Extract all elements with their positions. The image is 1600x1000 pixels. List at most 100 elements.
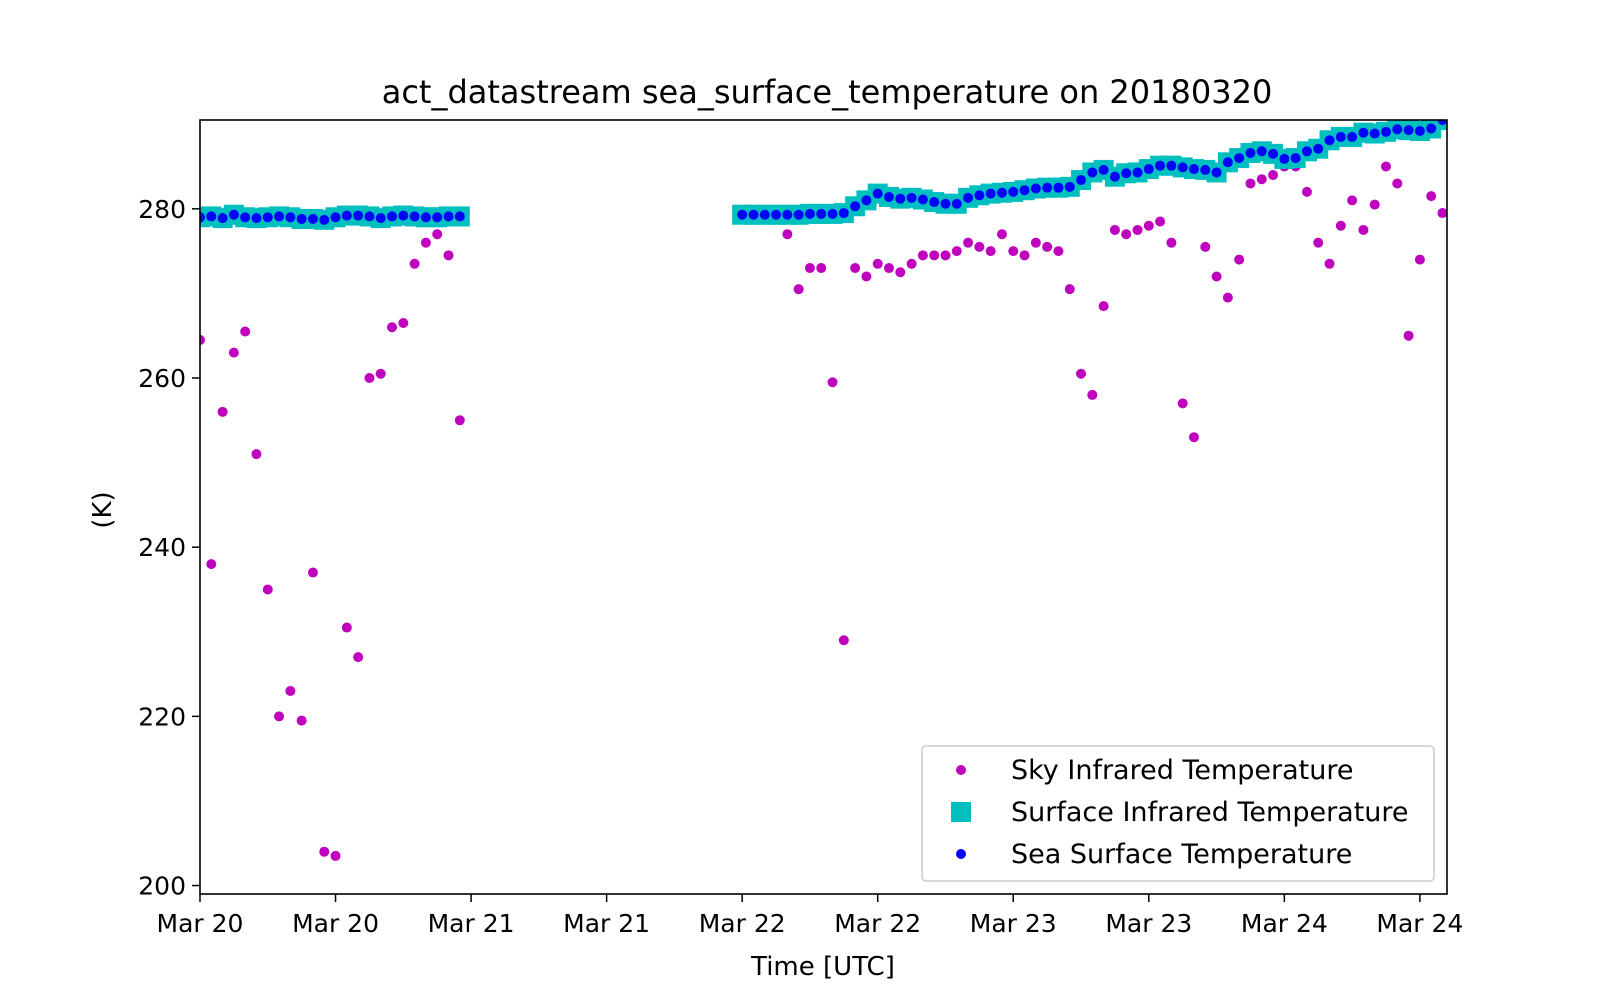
- sea-surface-point: [884, 191, 895, 202]
- sky-infrared-point: [307, 567, 318, 578]
- sky-infrared-point: [1143, 220, 1154, 231]
- sky-infrared-point: [1030, 237, 1041, 248]
- sky-infrared-point: [285, 685, 296, 696]
- sky-infrared-point: [341, 622, 352, 633]
- sea-surface-point: [782, 209, 793, 220]
- sea-surface-point: [974, 190, 985, 201]
- surface-infrared-point: [1432, 120, 1447, 130]
- sky-infrared-point: [963, 237, 974, 248]
- sea-surface-point: [872, 188, 883, 199]
- sea-surface-point: [1166, 160, 1177, 171]
- chart-title: act_datastream sea_surface_temperature o…: [382, 73, 1273, 111]
- sea-surface-point: [341, 210, 352, 221]
- x-tick-label: Mar 21: [428, 909, 515, 938]
- sea-surface-point: [816, 208, 827, 219]
- sky-infrared-point: [985, 246, 996, 257]
- sea-surface-point: [364, 211, 375, 222]
- sky-infrared-point: [1347, 195, 1358, 206]
- sea-surface-point: [1268, 148, 1279, 159]
- sea-surface-point: [759, 209, 770, 220]
- sea-surface-point: [454, 211, 465, 222]
- sky-infrared-point: [782, 229, 793, 240]
- sea-surface-point: [929, 197, 940, 208]
- y-tick-label: 280: [138, 195, 186, 224]
- sea-surface-point: [838, 208, 849, 219]
- legend-marker-sky: [956, 765, 966, 775]
- sky-infrared-point: [1403, 330, 1414, 341]
- sky-infrared-point: [387, 322, 398, 333]
- sky-infrared-point: [1426, 191, 1437, 202]
- sea-surface-point: [409, 211, 420, 222]
- sea-surface-point: [1369, 128, 1380, 139]
- sea-surface-point: [206, 211, 217, 222]
- sea-surface-point: [200, 212, 205, 223]
- sea-surface-point: [804, 208, 815, 219]
- sky-infrared-point: [1064, 284, 1075, 295]
- sky-infrared-point: [1324, 258, 1335, 269]
- sky-infrared-point: [200, 334, 205, 345]
- sea-surface-point: [1392, 124, 1403, 135]
- sky-infrared-point: [1053, 246, 1064, 257]
- sky-infrared-point: [1019, 250, 1030, 261]
- sea-surface-point: [917, 194, 928, 205]
- sky-infrared-point: [1188, 432, 1199, 443]
- sky-infrared-point: [1414, 254, 1425, 265]
- legend-label-surface: Surface Infrared Temperature: [1011, 797, 1409, 828]
- sky-infrared-point: [906, 258, 917, 269]
- sky-infrared-point: [1222, 292, 1233, 303]
- sea-surface-point: [951, 198, 962, 209]
- sky-infrared-point: [228, 347, 239, 358]
- sea-surface-point: [1245, 147, 1256, 158]
- sea-surface-point: [1030, 183, 1041, 194]
- sea-surface-point: [906, 192, 917, 203]
- sky-infrared-point: [375, 368, 386, 379]
- sea-surface-point: [217, 213, 228, 224]
- sky-infrared-point: [1121, 229, 1132, 240]
- sea-surface-point: [375, 213, 386, 224]
- sea-surface-point: [1324, 135, 1335, 146]
- sky-infrared-point: [398, 318, 409, 329]
- y-axis-label: (K): [88, 491, 118, 528]
- sky-infrared-point: [850, 263, 861, 274]
- sea-surface-point: [1437, 120, 1447, 125]
- x-tick-label: Mar 24: [1241, 909, 1328, 938]
- sky-infrared-point: [353, 652, 364, 663]
- sky-infrared-point: [1132, 224, 1143, 235]
- sea-surface-point: [1290, 153, 1301, 164]
- sky-infrared-point: [1042, 241, 1053, 252]
- sky-infrared-point: [1245, 178, 1256, 189]
- y-tick-label: 240: [138, 533, 186, 562]
- sky-infrared-point: [1268, 169, 1279, 180]
- sea-surface-point: [1177, 162, 1188, 173]
- sky-infrared-point: [1155, 216, 1166, 227]
- sea-surface-point: [1234, 153, 1245, 164]
- sea-surface-point: [1109, 171, 1120, 182]
- legend-marker-sea: [956, 849, 966, 859]
- sky-infrared-point: [330, 850, 341, 861]
- sea-surface-point: [1381, 126, 1392, 137]
- x-tick-label: Mar 22: [834, 909, 921, 938]
- sky-infrared-point: [861, 271, 872, 282]
- sky-infrared-point: [1369, 199, 1380, 210]
- sea-surface-point: [251, 213, 262, 224]
- sky-infrared-point: [1076, 368, 1087, 379]
- sky-infrared-point: [1087, 389, 1098, 400]
- sea-surface-point: [1301, 146, 1312, 157]
- sky-infrared-point: [793, 284, 804, 295]
- sky-infrared-point: [1381, 161, 1392, 172]
- sea-surface-point: [827, 208, 838, 219]
- y-axis: 200 220 240 260 280: [138, 195, 200, 901]
- x-tick-label: Mar 22: [699, 909, 786, 938]
- sea-surface-point: [1222, 157, 1233, 168]
- sky-infrared-point: [262, 584, 273, 595]
- sky-infrared-point: [1211, 271, 1222, 282]
- sea-surface-point: [274, 211, 285, 222]
- sky-infrared-point: [1177, 398, 1188, 409]
- sea-surface-point: [895, 193, 906, 204]
- sky-infrared-point: [1109, 224, 1120, 235]
- sea-surface-point: [985, 188, 996, 199]
- sea-surface-point: [262, 212, 273, 223]
- sea-surface-point: [307, 213, 318, 224]
- sea-surface-point: [1053, 182, 1064, 193]
